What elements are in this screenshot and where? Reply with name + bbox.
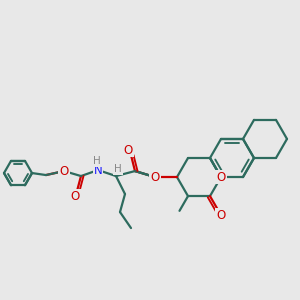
Text: H: H [93, 156, 101, 166]
Text: H: H [114, 164, 122, 174]
Text: O: O [123, 144, 133, 157]
Text: N: N [94, 164, 102, 177]
Text: O: O [216, 171, 226, 184]
Text: O: O [59, 165, 69, 178]
Text: O: O [216, 209, 226, 222]
Text: O: O [150, 171, 160, 184]
Text: O: O [70, 190, 80, 202]
